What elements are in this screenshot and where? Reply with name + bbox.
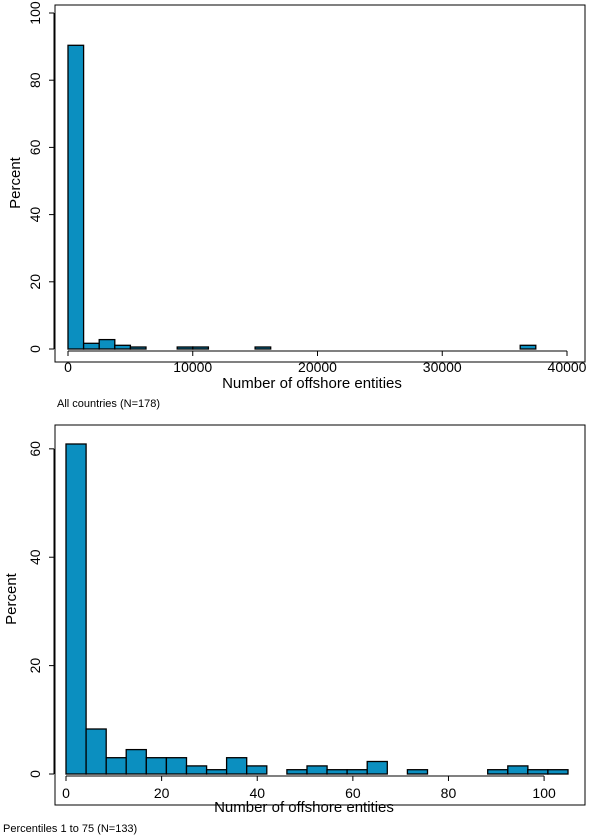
x-tick-label: 20 [154,785,170,801]
histogram-bar [129,346,147,350]
histogram-bar [326,769,348,775]
x-tick-label: 20000 [298,359,337,375]
y-tick-label: 60 [27,441,43,457]
histogram-bar [165,757,188,775]
histogram-bar [85,728,107,775]
x-tick-label: 10000 [173,359,212,375]
y-axis-title: Percent [7,156,24,209]
histogram-bar [67,44,85,350]
histogram-bar [254,346,272,350]
histogram-bar [192,346,210,350]
histogram-bar [406,769,429,775]
histogram-bar [98,338,116,350]
plot-frame [54,4,586,363]
histogram-bar [65,443,87,775]
y-tick-label: 0 [27,345,43,353]
plot-frame [54,424,586,806]
histogram-bar [145,757,168,775]
x-tick-label: 60 [345,785,361,801]
y-tick-label: 40 [27,549,43,565]
histogram-bar [366,760,388,775]
x-tick-label: 40 [249,785,265,801]
histogram-bar [547,769,569,775]
x-axis-title: Number of offshore entities [222,375,402,392]
y-tick-label: 100 [27,1,43,25]
histogram-bar [519,344,537,350]
panel-all-countries: Percent Number of offshore entities All … [7,1,587,410]
histogram-bar [205,769,228,775]
histogram-bar [306,765,328,775]
x-tick-label: 30000 [423,359,462,375]
x-tick-label: 100 [532,785,556,801]
x-tick-label: 80 [441,785,457,801]
histogram-bar [114,344,132,350]
histogram-bar [225,757,248,775]
y-tick-label: 40 [27,207,43,223]
histogram-bar [185,765,208,775]
histogram-bar [346,769,368,775]
histogram-bar [82,342,100,350]
histogram-bar [105,757,127,775]
y-tick-label: 20 [27,658,43,674]
subset-note: Percentiles 1 to 75 (N=133) [3,823,137,835]
panel-percentiles-1-to-75: Percent Number of offshore entities Perc… [3,424,586,835]
x-tick-label: 40000 [548,359,587,375]
x-axis-title: Number of offshore entities [214,799,394,816]
y-tick-label: 80 [27,72,43,88]
histogram-bar [487,769,509,775]
y-axis-title: Percent [3,572,20,625]
histogram-bar [527,769,549,775]
x-tick-label: 0 [64,359,72,375]
y-tick-label: 60 [27,139,43,155]
x-tick-label: 0 [62,785,70,801]
histogram-bar [246,765,268,775]
histogram-bar [125,748,147,775]
histogram-bar [286,769,308,775]
y-tick-label: 0 [27,770,43,778]
histogram-bar [176,346,194,350]
y-tick-label: 20 [27,274,43,290]
subset-note: All countries (N=178) [57,398,160,410]
histogram-bar [507,765,529,775]
